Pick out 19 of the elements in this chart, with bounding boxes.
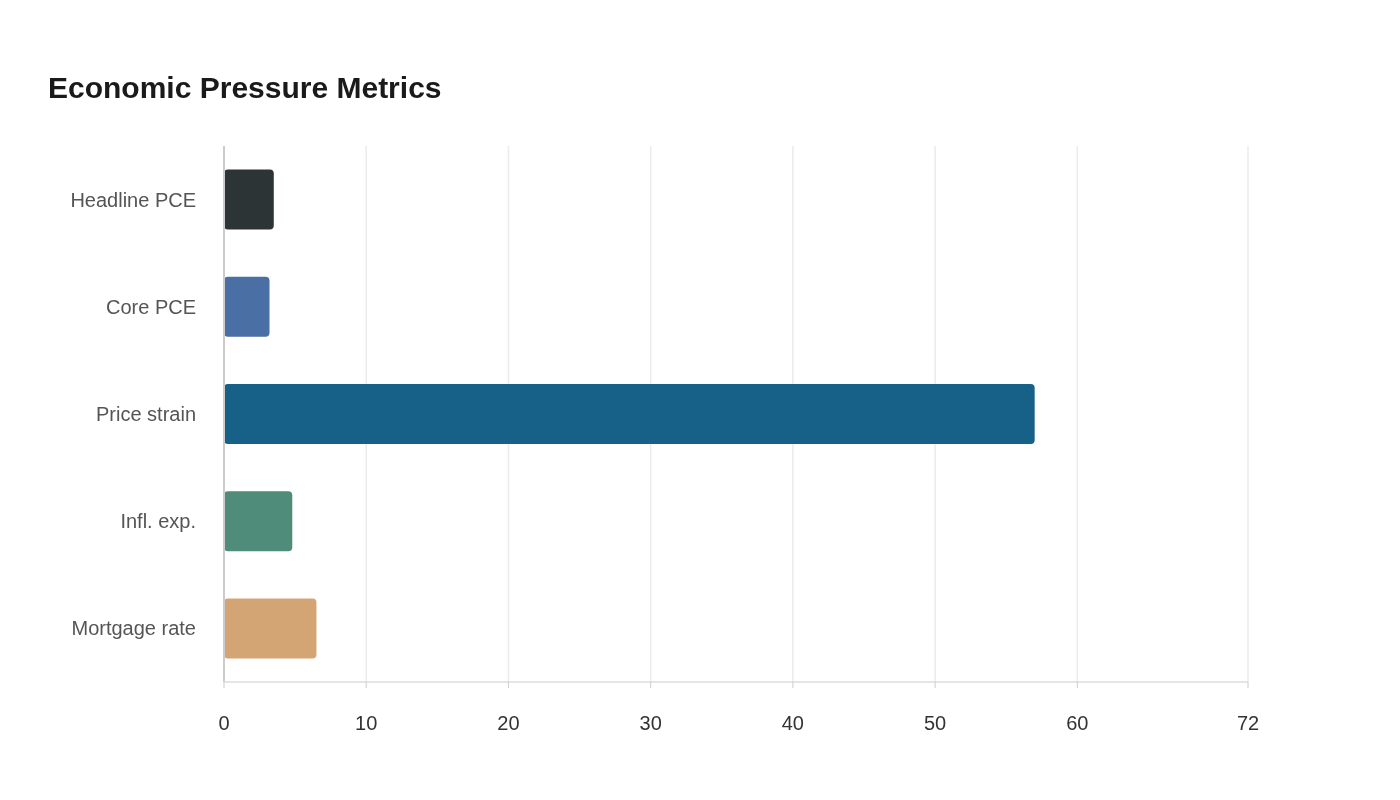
bar <box>224 169 274 230</box>
chart-title: Economic Pressure Metrics <box>48 71 442 104</box>
y-tick-label: Mortgage rate <box>71 617 196 640</box>
x-tick-label: 20 <box>497 712 520 734</box>
x-tick-label: 50 <box>923 712 947 734</box>
x-tick-label: 72 <box>1236 712 1260 734</box>
y-tick-label: Headline PCE <box>70 188 196 211</box>
x-tick-label: 60 <box>1066 712 1089 734</box>
x-tick-label: 30 <box>639 712 662 734</box>
x-tick-label: 0 <box>218 712 230 734</box>
x-tick-label: 10 <box>355 712 378 734</box>
bar <box>224 276 270 337</box>
bar <box>224 491 293 552</box>
y-tick-label: Price strain <box>95 403 196 425</box>
bar <box>224 383 1035 445</box>
bar <box>224 598 317 659</box>
y-tick-label: Infl. exp. <box>120 510 196 533</box>
y-tick-label: Core PCE <box>105 295 196 318</box>
x-tick-label: 40 <box>781 712 805 734</box>
